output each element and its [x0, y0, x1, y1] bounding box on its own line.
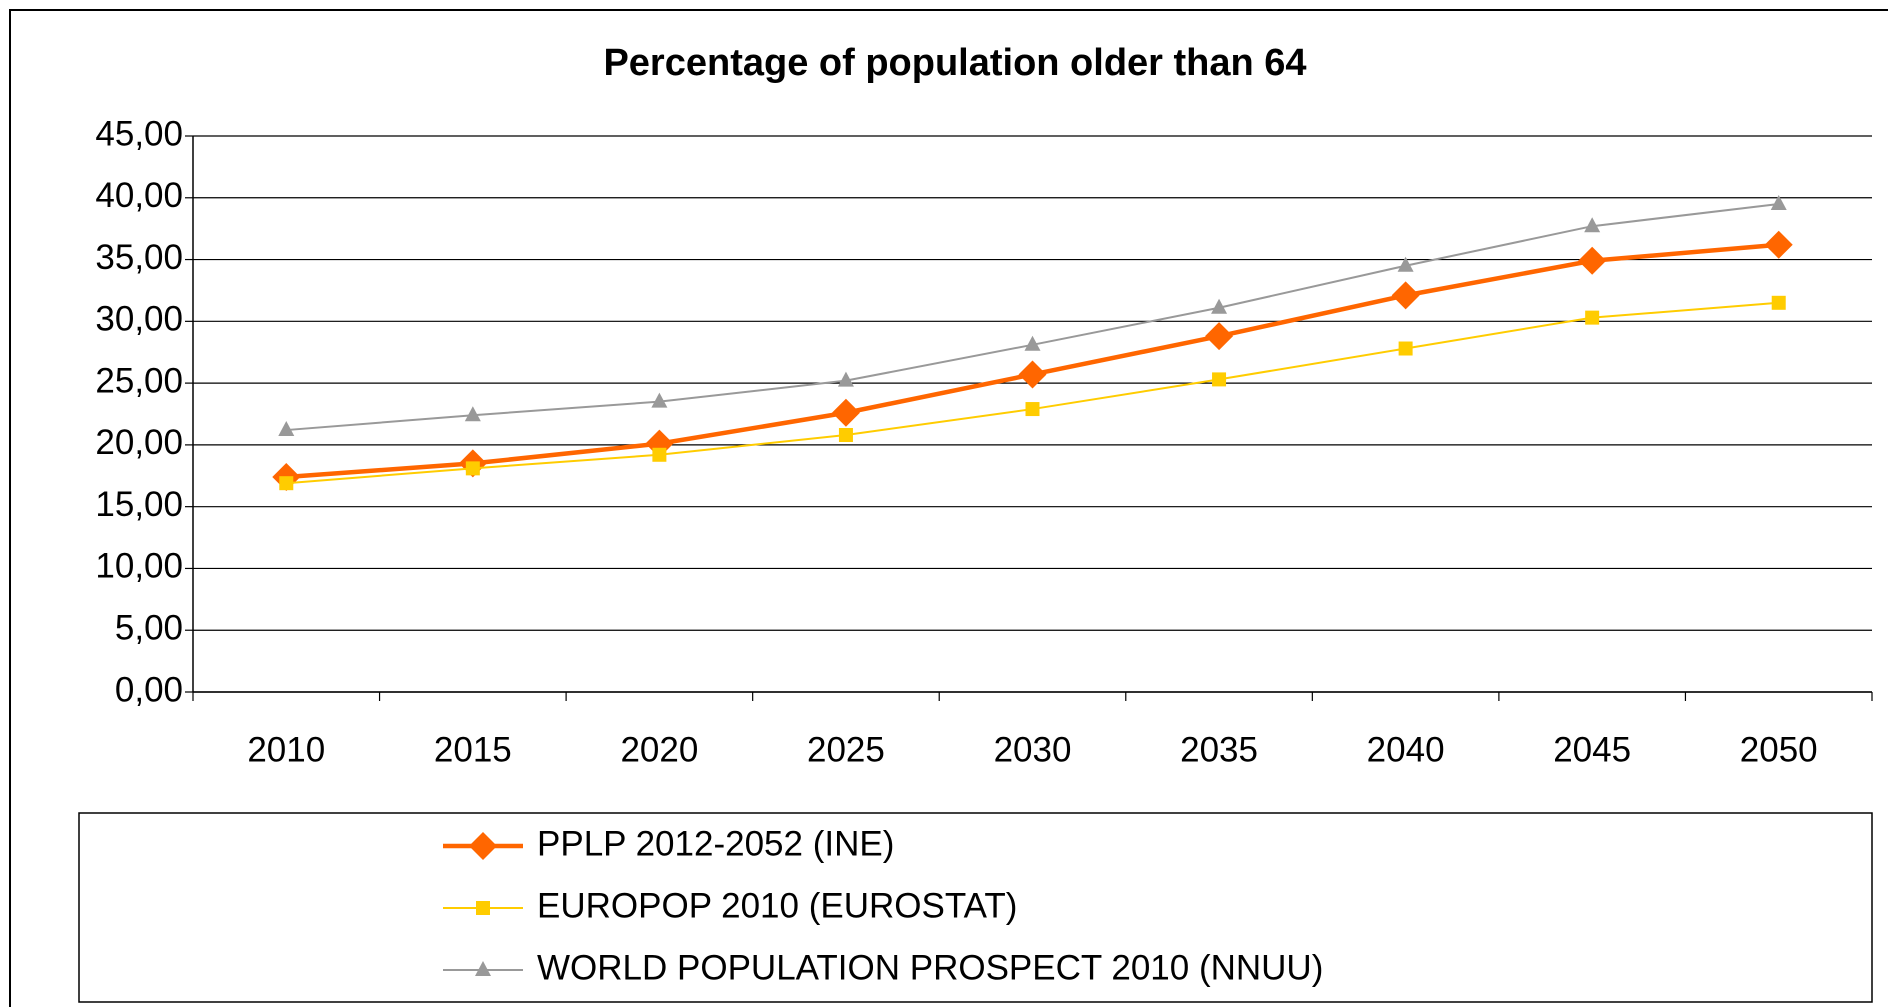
y-tick-label: 30,00 — [95, 300, 183, 339]
x-tick-label: 2020 — [620, 730, 698, 769]
y-tick-label: 0,00 — [115, 670, 183, 709]
y-tick-label: 10,00 — [95, 547, 183, 586]
chart-frame — [9, 9, 1888, 1007]
y-tick-label: 20,00 — [95, 423, 183, 462]
data-point — [1391, 281, 1420, 310]
x-tick-label: 2025 — [807, 730, 885, 769]
data-point — [1585, 310, 1600, 325]
series-line — [286, 202, 1779, 432]
legend-marker — [469, 832, 497, 860]
legend-label: PPLP 2012-2052 (INE) — [537, 824, 894, 863]
data-point — [1018, 360, 1047, 389]
data-point — [651, 392, 668, 408]
legend-marker — [475, 961, 491, 976]
y-tick-label: 25,00 — [95, 361, 183, 400]
data-point — [1770, 194, 1787, 210]
data-point — [1205, 322, 1234, 351]
legend-marker — [476, 901, 490, 915]
x-tick-label: 2040 — [1367, 730, 1445, 769]
data-point — [279, 476, 294, 491]
x-tick-label: 2045 — [1553, 730, 1631, 769]
data-point — [1212, 372, 1227, 387]
legend-label: WORLD POPULATION PROSPECT 2010 (NNUU) — [537, 948, 1323, 987]
x-tick-label: 2010 — [247, 730, 325, 769]
data-point — [1578, 246, 1607, 275]
y-tick-label: 15,00 — [95, 485, 183, 524]
data-point — [1764, 230, 1793, 259]
data-point — [278, 421, 295, 437]
data-point — [1025, 402, 1040, 417]
data-point — [465, 461, 480, 476]
y-tick-label: 35,00 — [95, 238, 183, 277]
data-point — [652, 447, 667, 462]
data-point — [1771, 295, 1786, 310]
x-tick-label: 2050 — [1740, 730, 1818, 769]
data-point — [1024, 335, 1041, 351]
chart-title: Percentage of population older than 64 — [603, 42, 1306, 84]
data-point — [837, 371, 854, 387]
data-point — [838, 428, 853, 443]
data-point — [1398, 341, 1413, 356]
legend-label: EUROPOP 2010 (EUROSTAT) — [537, 886, 1017, 925]
y-tick-label: 5,00 — [115, 608, 183, 647]
data-point — [464, 406, 481, 422]
data-point — [1211, 298, 1228, 314]
legend-box — [78, 812, 1873, 1003]
series-line — [286, 301, 1779, 485]
y-tick-label: 40,00 — [95, 176, 183, 215]
x-tick-label: 2035 — [1180, 730, 1258, 769]
data-point — [1397, 256, 1414, 272]
y-tick-label: 45,00 — [95, 114, 183, 153]
data-point — [831, 398, 860, 427]
x-tick-label: 2015 — [434, 730, 512, 769]
x-tick-label: 2030 — [994, 730, 1072, 769]
data-point — [1584, 217, 1601, 233]
